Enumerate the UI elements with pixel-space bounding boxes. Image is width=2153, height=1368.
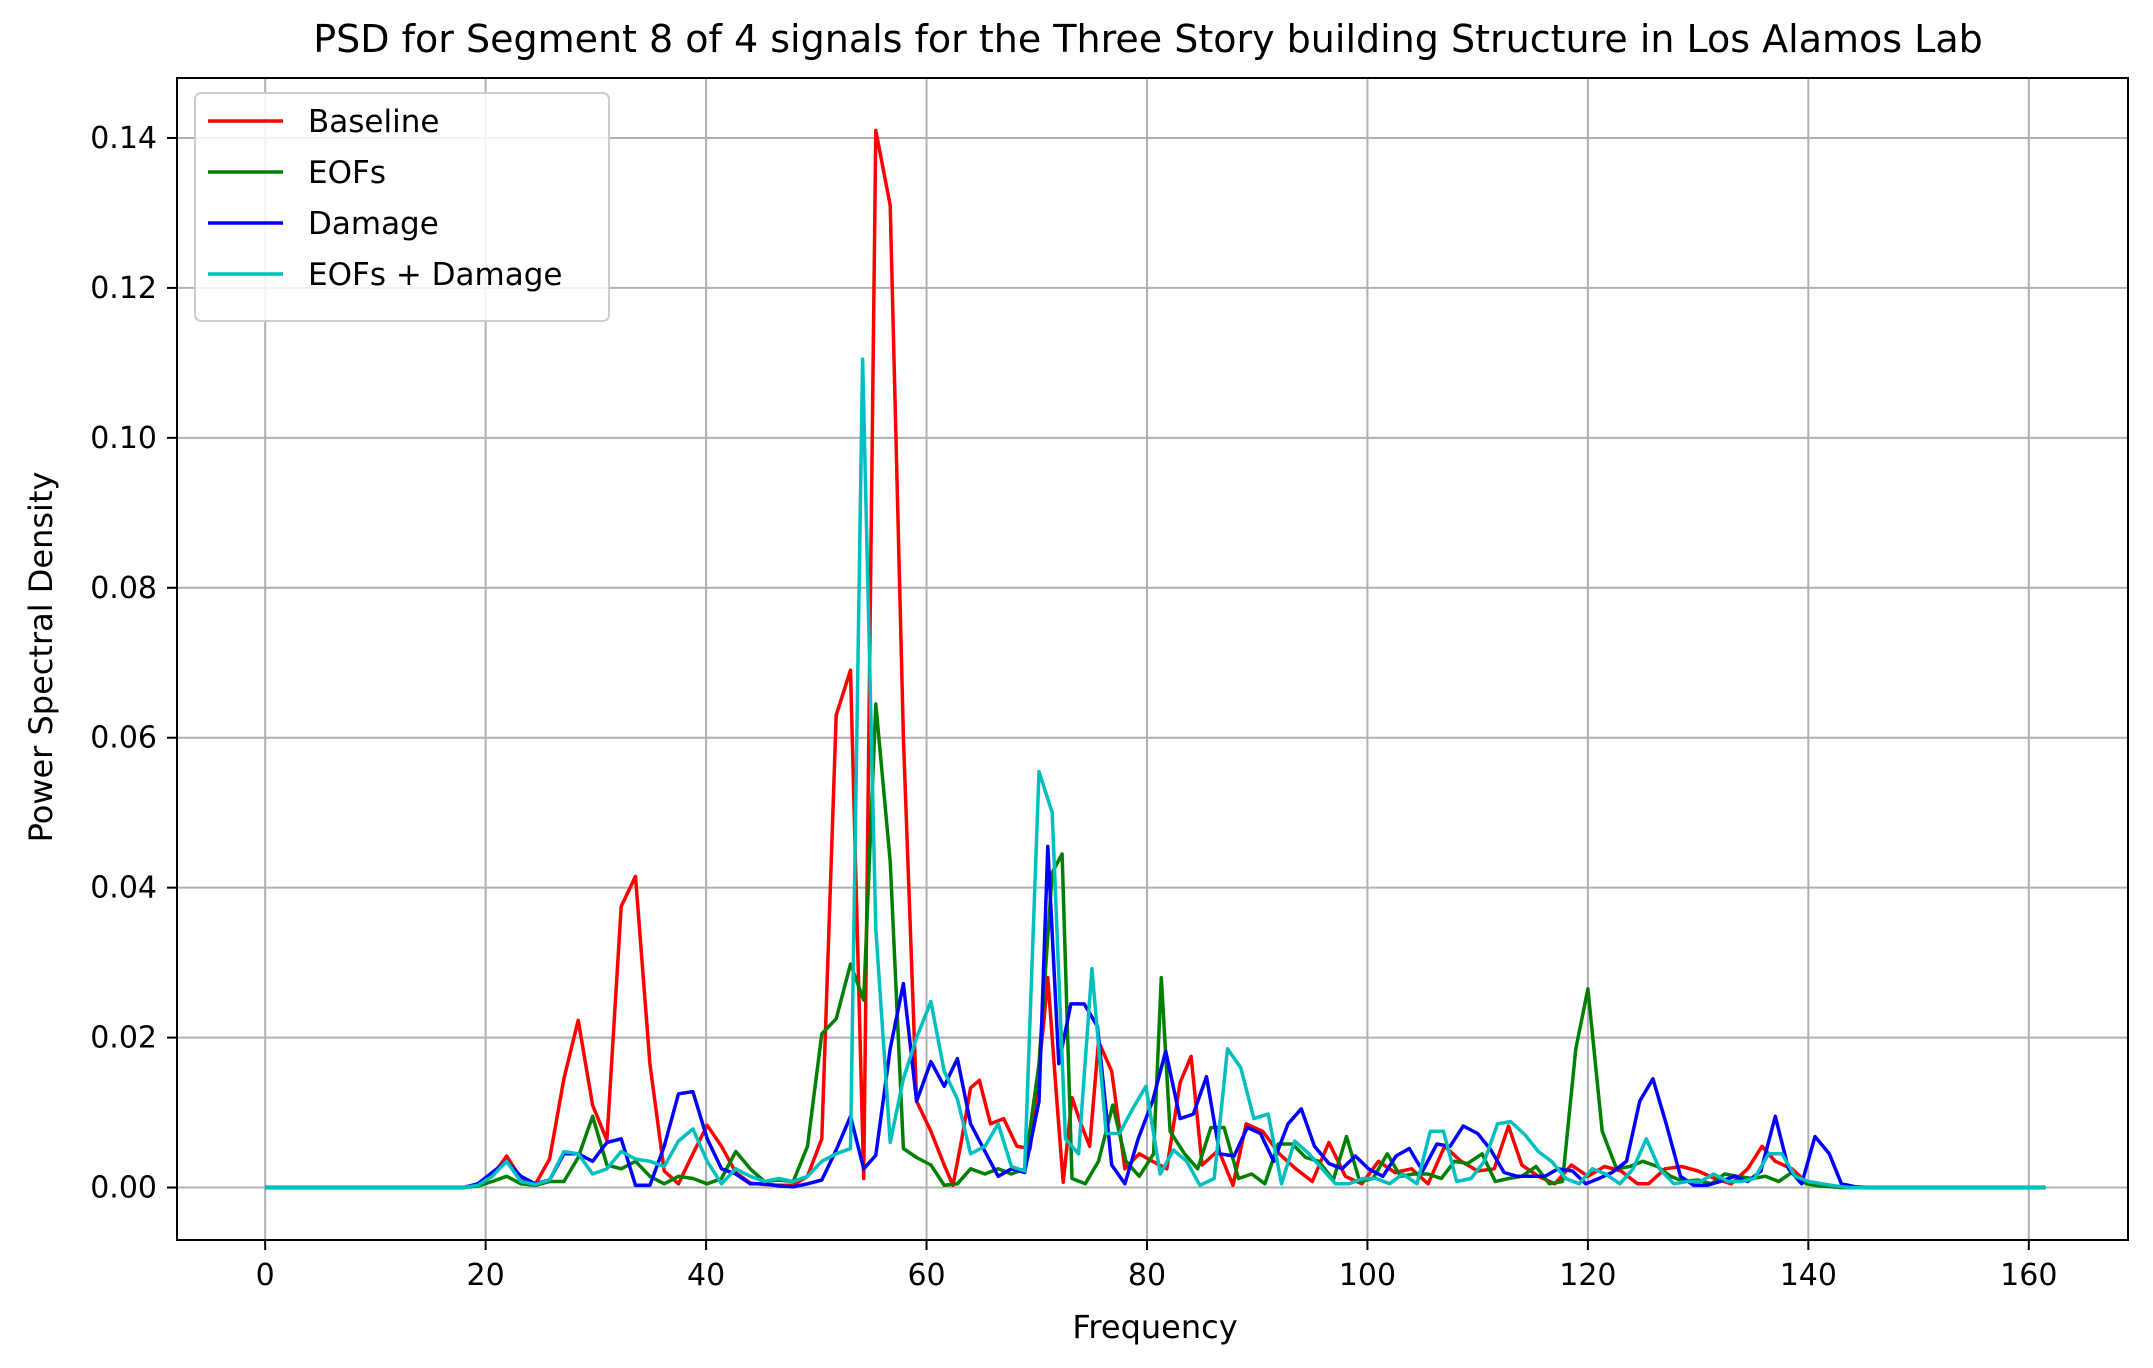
grid [177,78,2128,1240]
x-tick-label: 80 [1128,1258,1166,1293]
y-tick-label: 0.14 [90,121,157,156]
y-tick-label: 0.02 [90,1021,157,1056]
series-line-eofs-damage [265,357,2046,1190]
x-tick-label: 100 [1339,1258,1396,1293]
y-axis-label: Power Spectral Density [22,472,60,843]
x-tick-label: 60 [907,1258,945,1293]
legend-label-baseline: Baseline [308,104,439,140]
legend-box [194,92,610,322]
legend-label-eofs: EOFs [308,155,386,191]
x-tick-label: 160 [2000,1258,2057,1293]
ticks: 0 20 40 60 80 100 120 140 160 0.00 0.02 0.04 0.06 0.0… [90,121,2057,1293]
x-tick-label: 40 [687,1258,725,1293]
legend-label-eofs-damage: EOFs + Damage [308,257,562,293]
x-tick-label: 120 [1559,1258,1616,1293]
x-tick-label: 20 [467,1258,505,1293]
plot-frame [176,77,2129,1241]
x-tick-label: 140 [1780,1258,1837,1293]
y-tick-label: 0.12 [90,271,157,306]
y-tick-label: 0.08 [90,571,157,606]
y-tick-label: 0.10 [90,421,157,456]
series-line-damage [265,844,2046,1190]
y-tick-label: 0.04 [90,871,157,906]
y-tick-label: 0.06 [90,721,157,756]
series-layer [265,128,2046,1190]
legend: Baseline EOFs Damage EOFs + Damage [194,92,610,322]
x-tick-label: 0 [256,1258,275,1293]
x-axis-label: Frequency [1072,1308,1237,1346]
chart-title: PSD for Segment 8 of 4 signals for the T… [313,17,1982,61]
y-tick-label: 0.00 [90,1171,157,1206]
legend-label-damage: Damage [308,206,439,242]
series-line-baseline [265,128,2046,1190]
